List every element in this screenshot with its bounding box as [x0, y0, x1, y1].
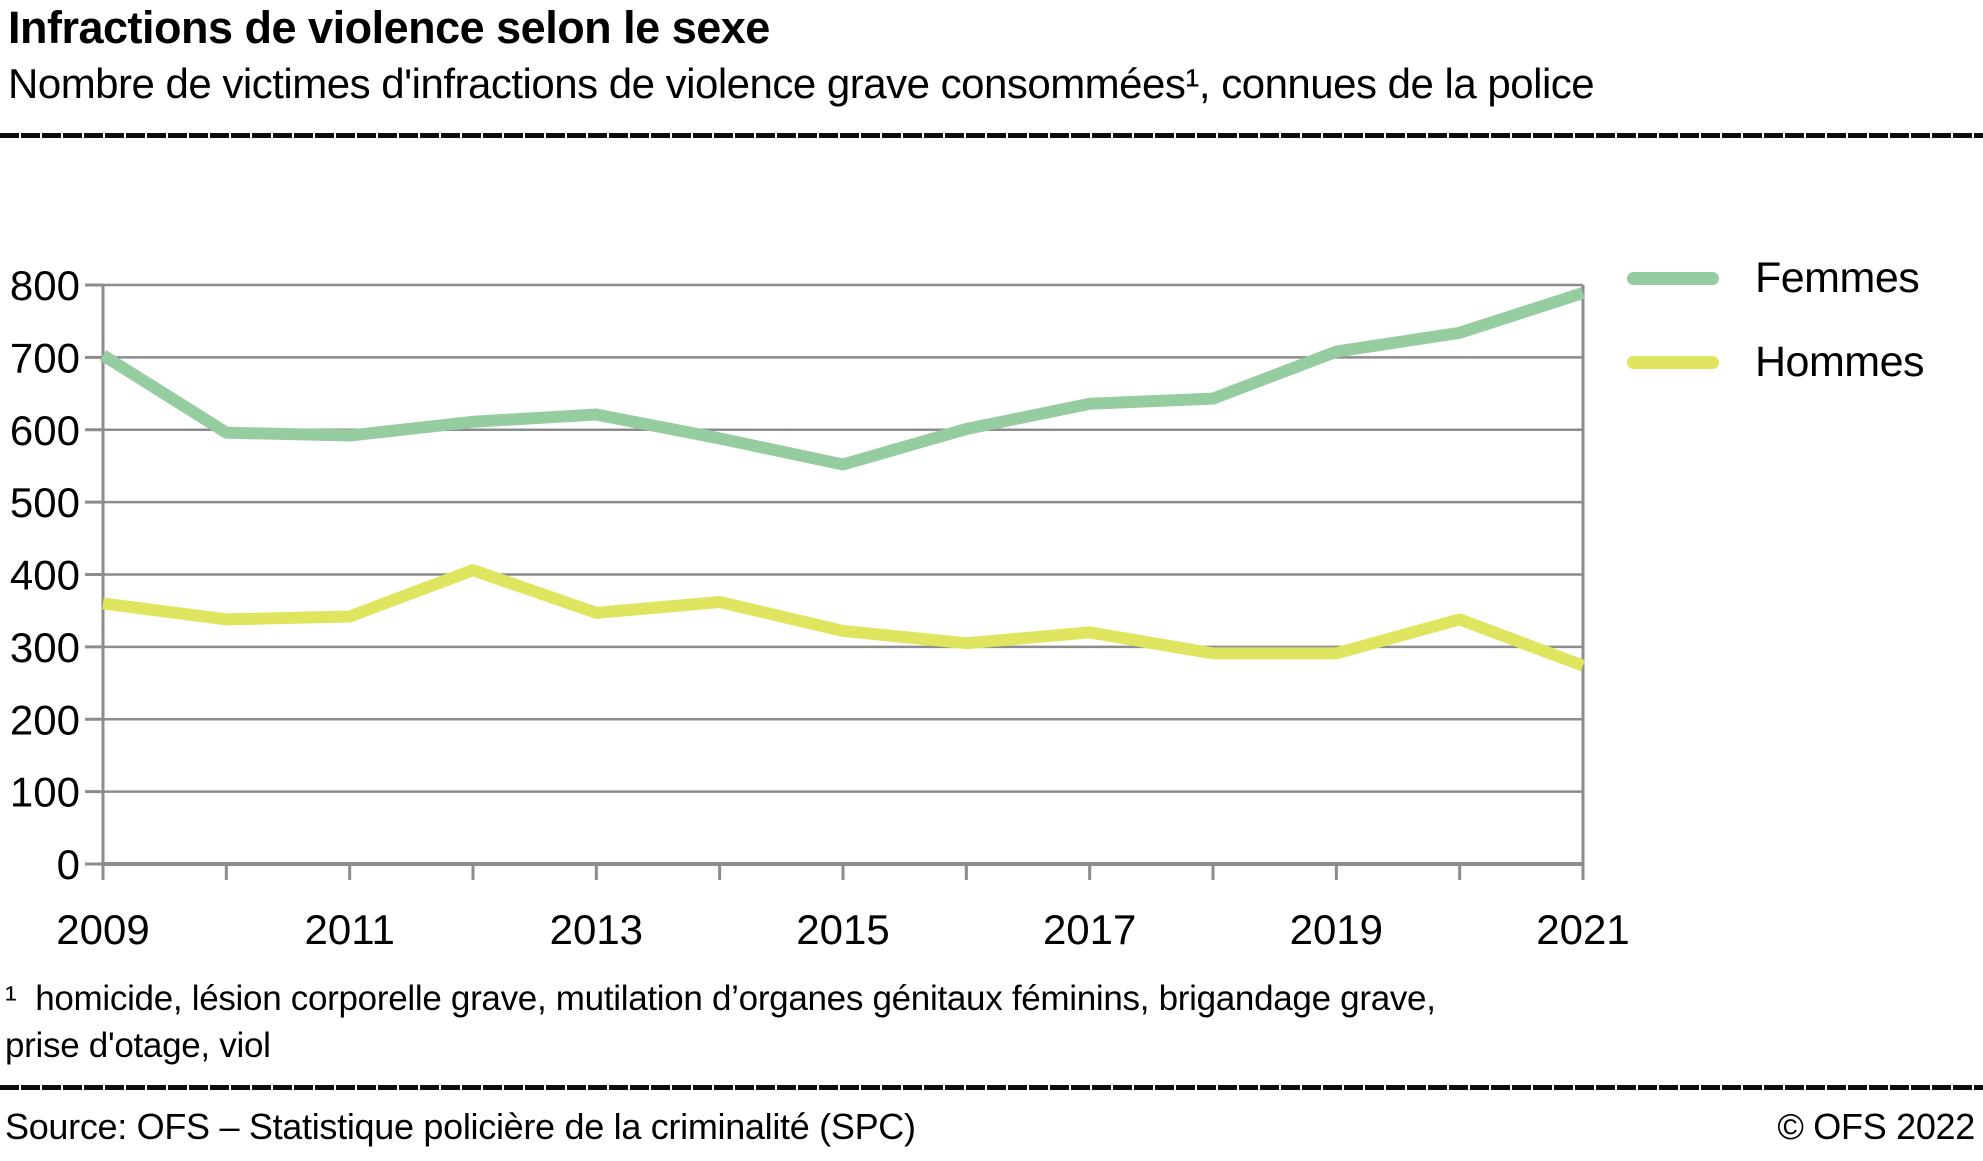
- y-tick-label: 700: [10, 334, 80, 381]
- y-tick-label: 800: [10, 262, 80, 309]
- y-tick-label: 0: [57, 841, 80, 888]
- page-subtitle: Nombre de victimes d'infractions de viol…: [8, 60, 1595, 107]
- x-tick-label: 2019: [1290, 906, 1383, 953]
- footnote-line-1: ¹ homicide, lésion corporelle grave, mut…: [5, 979, 1436, 1018]
- hommes-line-swatch: [1627, 355, 1719, 369]
- legend-item-hommes: Hommes: [1627, 336, 1925, 388]
- y-tick-label: 600: [10, 407, 80, 454]
- x-tick-label: 2017: [1043, 906, 1136, 953]
- header-divider: [0, 133, 1983, 138]
- series-line-femmes: [99, 287, 1585, 471]
- legend-item-femmes: Femmes: [1627, 252, 1924, 304]
- x-tick-label: 2015: [796, 906, 889, 953]
- y-tick-label: 500: [10, 479, 80, 526]
- footnote: ¹ homicide, lésion corporelle grave, mut…: [5, 975, 1436, 1069]
- femmes-line-swatch: [1627, 271, 1719, 285]
- legend-label-femmes: Femmes: [1755, 253, 1920, 302]
- x-tick-label: 2009: [56, 906, 149, 953]
- chart-legend: Femmes Hommes: [1627, 252, 1925, 420]
- y-tick-label: 300: [10, 624, 80, 671]
- y-tick-label: 200: [10, 696, 80, 743]
- footer-divider: [0, 1085, 1983, 1090]
- x-tick-label: 2011: [305, 906, 395, 953]
- footnote-line-2: prise d'otage, viol: [5, 1026, 271, 1065]
- source-text: Source: OFS – Statistique policière de l…: [5, 1106, 916, 1147]
- copyright-text: © OFS 2022: [1777, 1106, 1975, 1147]
- x-tick-label: 2013: [550, 906, 643, 953]
- y-tick-label: 400: [10, 552, 80, 599]
- series-line-hommes: [102, 564, 1586, 672]
- x-tick-label: 2021: [1536, 906, 1629, 953]
- y-tick-label: 100: [10, 769, 80, 816]
- page-title: Infractions de violence selon le sexe: [8, 2, 770, 53]
- legend-label-hommes: Hommes: [1755, 337, 1925, 386]
